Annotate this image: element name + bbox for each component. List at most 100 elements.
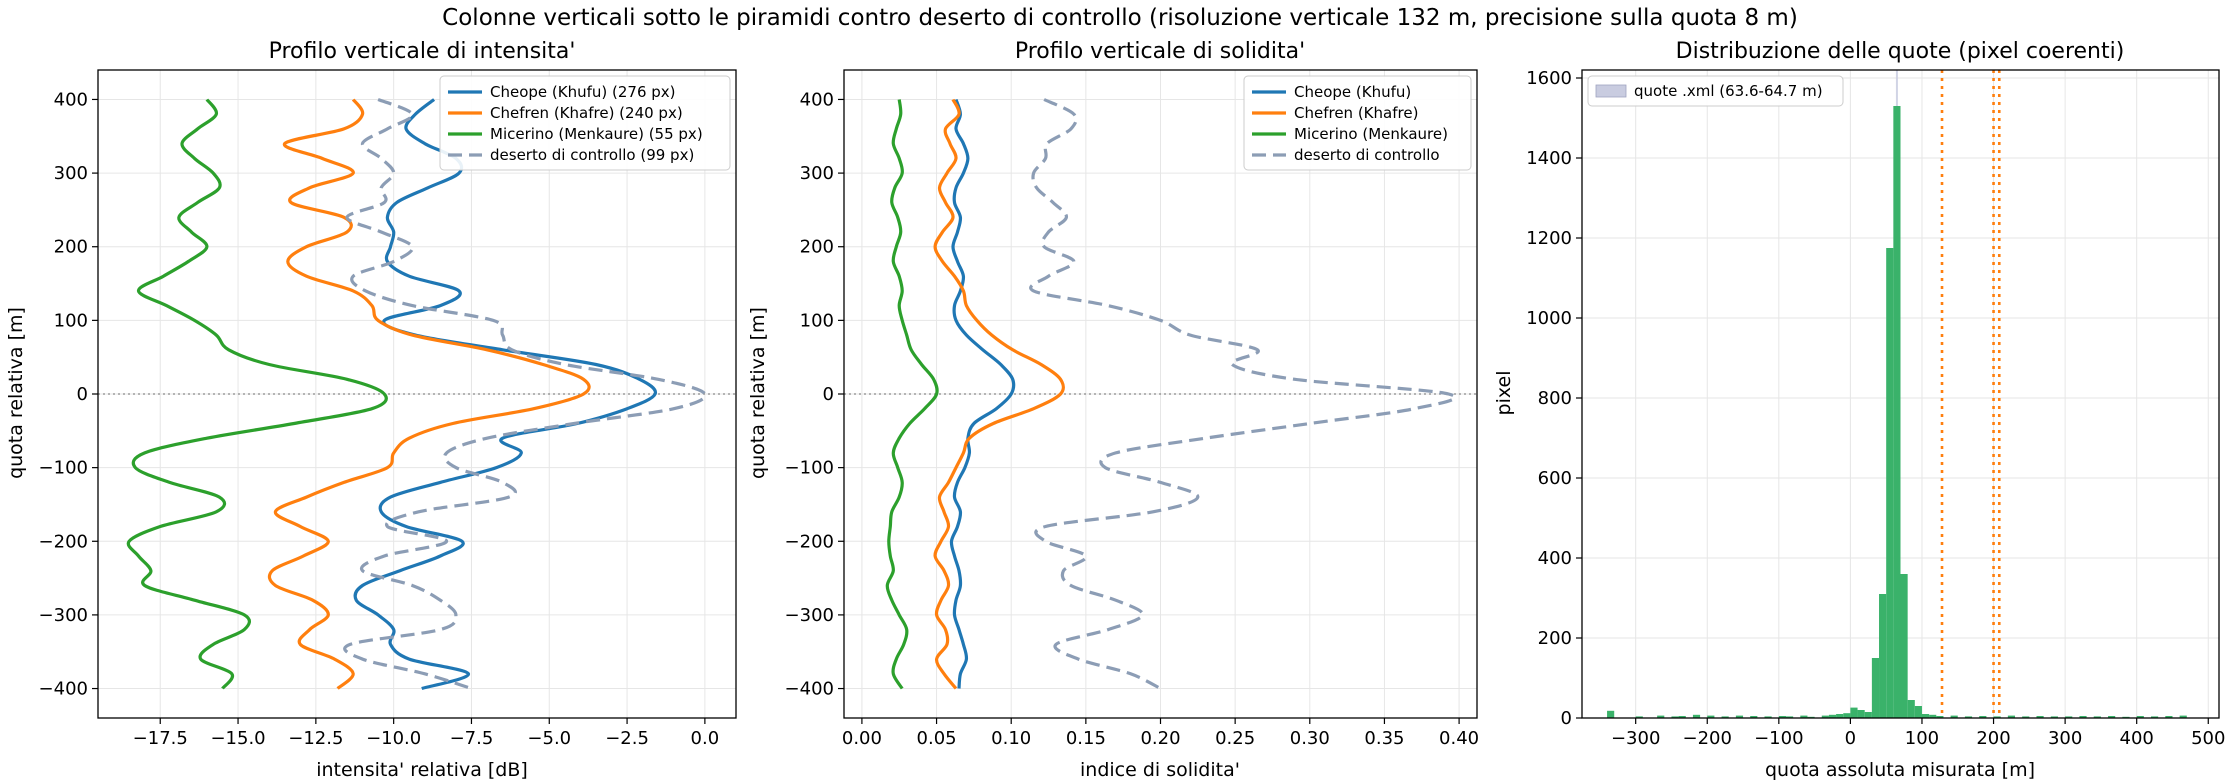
legend-label-cheope-khufu-276-px: Cheope (Khufu) (276 px) xyxy=(490,83,676,101)
legend-label-deserto-di-controllo: deserto di controllo xyxy=(1294,146,1440,164)
histogram-bar xyxy=(1893,106,1901,718)
y-tick-label: 0 xyxy=(77,384,88,405)
y-tick-label: −400 xyxy=(39,679,88,700)
x-tick-label: 300 xyxy=(2048,728,2082,749)
legend-box xyxy=(1587,75,1844,107)
histogram-bar xyxy=(1843,713,1851,718)
x-tick-label: −12.5 xyxy=(288,728,343,749)
y-tick-label: 1000 xyxy=(1526,308,1572,329)
panel-solidity: Profilo verticale di solidita' indice di… xyxy=(747,39,1479,781)
histogram-bar xyxy=(2065,716,2073,718)
legend-swatch xyxy=(1595,84,1627,98)
histogram-bar xyxy=(1678,716,1686,718)
x-tick-label: 0.25 xyxy=(1215,728,1255,749)
x-tick-label: 0.20 xyxy=(1140,728,1180,749)
histogram-bar xyxy=(1850,707,1858,718)
x-tick-label: 0.30 xyxy=(1290,728,1330,749)
x-tick-label: 0.10 xyxy=(991,728,1031,749)
plot-area xyxy=(98,98,736,691)
histogram-bar xyxy=(1836,714,1844,718)
legend-box xyxy=(1243,75,1472,171)
x-tick-label: 0.15 xyxy=(1066,728,1106,749)
xlabel-histogram: quota assoluta misurata [m] xyxy=(1765,759,2035,781)
y-tick-label: 100 xyxy=(800,310,834,331)
legend: Cheope (Khufu) Chefren (Khafre) Micerino (… xyxy=(1243,75,1472,171)
histogram-bar xyxy=(1607,710,1615,718)
histogram-bar xyxy=(1750,716,1758,718)
ylabel-solidity: quota relativa [m] xyxy=(747,307,769,479)
histogram-bar xyxy=(1785,716,1794,718)
y-tick-label: 200 xyxy=(1538,628,1572,649)
legend: Cheope (Khufu) (276 px) Chefren (Khafre) … xyxy=(439,75,731,171)
histogram-bar xyxy=(1900,574,1908,718)
legend-label-micerino-menkaure-55-px: Micerino (Menkaure) (55 px) xyxy=(490,125,703,143)
legend-label-vspan: quote .xml (63.6-64.7 m) xyxy=(1634,82,1823,100)
y-tick-label: 300 xyxy=(800,163,834,184)
histogram-bar xyxy=(1879,594,1887,718)
histogram-bar xyxy=(1857,710,1865,718)
histogram-bar xyxy=(1950,715,1958,718)
y-tick-label: 200 xyxy=(54,237,88,258)
histogram-bar xyxy=(1979,716,1987,718)
series-line-chefren-khafre-240-px xyxy=(267,98,591,690)
histogram-bar xyxy=(2007,715,2016,718)
x-tick-label: 0.05 xyxy=(917,728,957,749)
panel-histogram: Distribuzione delle quote (pixel coerent… xyxy=(1493,39,2225,781)
histogram-bar xyxy=(1821,715,1829,718)
axes-frame xyxy=(1581,69,2220,719)
histogram-bar xyxy=(1692,714,1701,718)
histogram-bar xyxy=(1800,715,1808,718)
histogram-bar xyxy=(2022,716,2030,718)
y-tick-label: 600 xyxy=(1538,468,1572,489)
y-tick-label: 100 xyxy=(54,310,88,331)
series-line-micerino-menkaure-55-px xyxy=(126,98,388,690)
figure-title: Colonne verticali sotto le piramidi cont… xyxy=(442,5,1798,31)
histogram-bar xyxy=(2093,716,2101,718)
panel-title-intensity: Profilo verticale di intensita' xyxy=(269,39,576,64)
x-tick-label: −100 xyxy=(1754,728,1803,749)
histogram-bar xyxy=(1929,714,1937,718)
legend-label-cheope-khufu: Cheope (Khufu) xyxy=(1294,83,1411,101)
histogram-bar xyxy=(2050,716,2058,718)
histogram-bar xyxy=(1864,712,1872,718)
histogram-bar xyxy=(1921,714,1930,718)
x-tick-label: −2.5 xyxy=(605,728,649,749)
panel-title-histogram: Distribuzione delle quote (pixel coerent… xyxy=(1676,39,2125,64)
histogram-bar xyxy=(2036,716,2044,718)
histogram-bar xyxy=(2079,716,2087,718)
y-tick-label: 400 xyxy=(54,89,88,110)
x-tick-label: −15.0 xyxy=(210,728,265,749)
histogram-bar xyxy=(1936,716,1944,718)
series-line-deserto-di-controllo-99-px xyxy=(343,98,707,691)
histogram-bar xyxy=(1778,716,1786,718)
series-line-chefren-khafre xyxy=(933,98,1065,690)
y-tick-label: 0 xyxy=(1561,708,1572,729)
y-tick-label: 200 xyxy=(800,237,834,258)
legend-label-chefren-khafre: Chefren (Khafre) xyxy=(1294,104,1418,122)
histogram-bar xyxy=(1721,716,1729,718)
y-tick-label: 1600 xyxy=(1526,68,1572,89)
legend-label-chefren-khafre-240-px: Chefren (Khafre) (240 px) xyxy=(490,104,683,122)
histogram-bar xyxy=(2136,716,2144,718)
series-line-deserto-di-controllo xyxy=(1029,98,1457,690)
y-tick-label: 1400 xyxy=(1526,148,1572,169)
series-line-cheope-khufu xyxy=(949,98,1016,689)
x-tick-label: −7.5 xyxy=(450,728,494,749)
histogram-bar xyxy=(1735,715,1744,718)
y-tick-label: −100 xyxy=(785,458,834,479)
histogram-bar xyxy=(1964,716,1973,718)
x-tick-label: −17.5 xyxy=(133,728,188,749)
histogram-bar xyxy=(1657,715,1665,718)
x-tick-label: 0.40 xyxy=(1439,728,1479,749)
xlabel-intensity: intensita' relativa [dB] xyxy=(316,759,528,781)
histogram-bar xyxy=(1764,716,1772,718)
y-tick-label: 400 xyxy=(800,89,834,110)
histogram-bar xyxy=(1914,706,1922,718)
y-tick-label: −200 xyxy=(39,531,88,552)
plot-area xyxy=(844,98,1477,690)
x-tick-label: 0.0 xyxy=(691,728,720,749)
legend-label-micerino-menkaure: Micerino (Menkaure) xyxy=(1294,125,1448,143)
x-tick-label: 400 xyxy=(2120,728,2154,749)
legend-label-deserto-di-controllo-99-px: deserto di controllo (99 px) xyxy=(490,146,694,164)
x-tick-label: 100 xyxy=(1905,728,1939,749)
